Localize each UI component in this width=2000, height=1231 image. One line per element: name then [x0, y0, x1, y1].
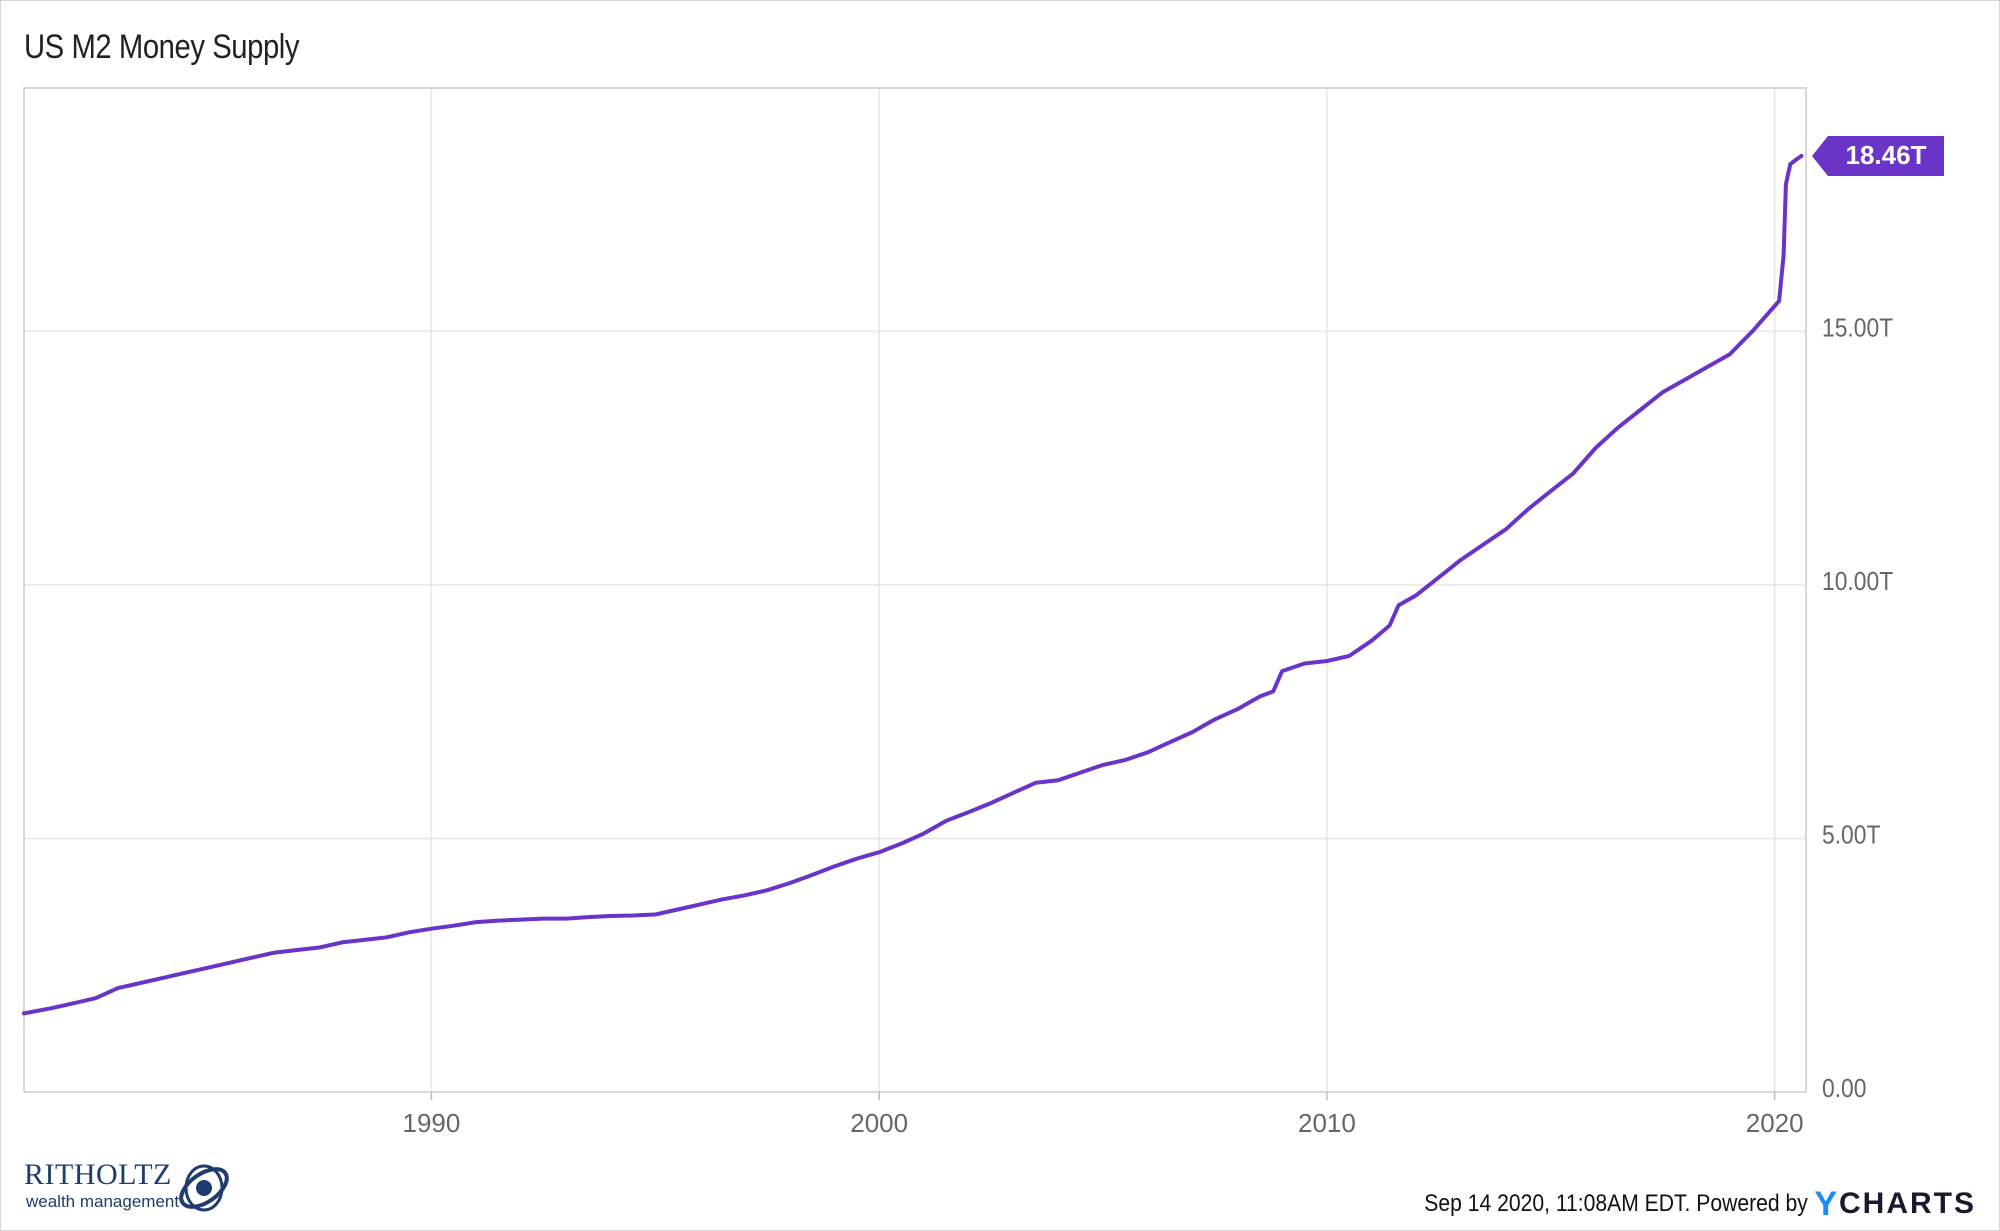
- y-tick-label: 5.00T: [1822, 821, 1881, 850]
- logo-subtitle: wealth management: [26, 1192, 180, 1211]
- x-tick-label: 1990: [403, 1108, 461, 1138]
- x-tick-label: 2020: [1746, 1108, 1804, 1138]
- footer-timestamp-text: Sep 14 2020, 11:08AM EDT. Powered by: [1424, 1190, 1809, 1217]
- footer: Sep 14 2020, 11:08AM EDT. Powered by Y CH…: [1372, 1184, 1976, 1223]
- y-tick-label: 10.00T: [1822, 568, 1893, 597]
- series-layer: [22, 153, 1804, 1016]
- x-tick-label: 2010: [1298, 1108, 1356, 1138]
- y-axis: 0.00 5.00T 10.00T 15.00T: [1822, 314, 1893, 1103]
- last-value-badge: 18.46T: [1812, 135, 1944, 176]
- last-value-label: 18.46T: [1846, 140, 1927, 170]
- logo-emblem-icon: [179, 1164, 229, 1212]
- plot-area: [23, 87, 1807, 1093]
- y-tick-label: 15.00T: [1822, 314, 1893, 343]
- y-tick-label: 0.00: [1822, 1075, 1866, 1104]
- ritholtz-logo: RITHOLTZ wealth management: [24, 1158, 254, 1218]
- logo-name: RITHOLTZ: [24, 1158, 172, 1191]
- grid-lines: [24, 88, 1806, 1092]
- x-tick-label: 2000: [850, 1108, 908, 1138]
- last-value-badge-shape: [1812, 135, 1944, 176]
- x-axis: 1990 2000 2010 2020: [403, 1092, 1804, 1138]
- chart-title: US M2 Money Supply: [24, 28, 300, 66]
- ycharts-logo: Y CHARTS: [1814, 1184, 1976, 1223]
- series-line-m2: [22, 153, 1804, 1016]
